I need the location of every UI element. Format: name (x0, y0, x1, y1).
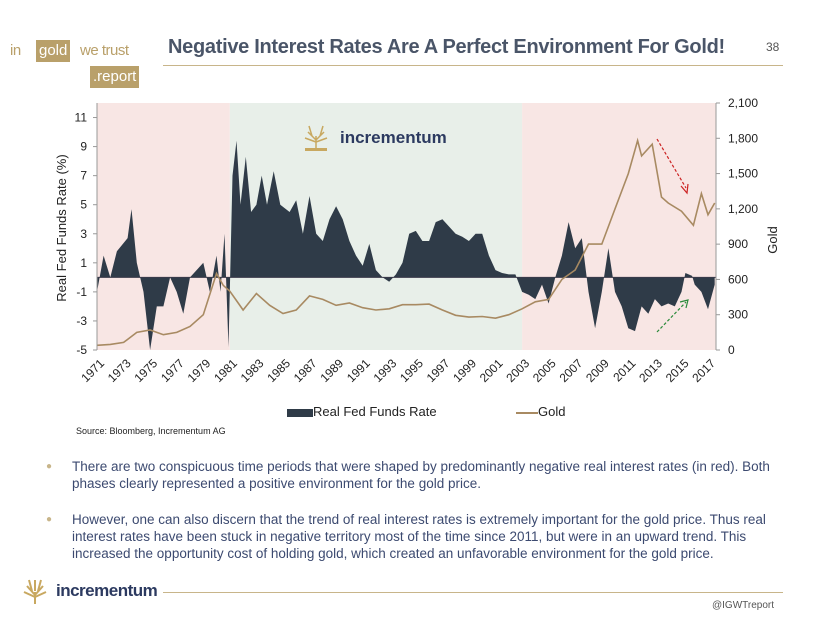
legend-rate-label: Real Fed Funds Rate (313, 404, 437, 419)
x-tick-label: 2013 (636, 356, 665, 385)
bullet-icon: ● (46, 514, 53, 525)
x-tick-label: 1989 (317, 356, 346, 385)
y-axis-label-left: Real Fed Funds Rate (%) (54, 154, 69, 301)
y-tick-label-left: 5 (80, 198, 87, 212)
x-tick-label: 1991 (344, 356, 373, 385)
x-tick-label: 2005 (530, 356, 559, 385)
x-tick-label: 1987 (291, 356, 320, 385)
y-tick-label-right: 900 (728, 237, 748, 251)
x-tick-label: 1995 (397, 356, 426, 385)
legend-gold-label: Gold (538, 404, 566, 419)
tree-icon (304, 125, 328, 151)
x-tick-label: 2015 (663, 356, 692, 385)
bullet-text: There are two conspicuous time periods t… (72, 459, 770, 491)
chart-source: Source: Bloomberg, Incrementum AG (76, 426, 226, 436)
footer-logo: incrementum (56, 581, 158, 600)
down-arrow (656, 138, 687, 189)
logo-we-trust: we trust (80, 42, 129, 59)
header-divider (163, 65, 783, 66)
y-tick-label-left: 1 (80, 256, 87, 270)
up-arrowhead (679, 299, 689, 309)
footer-divider (163, 592, 783, 593)
x-tick-label: 2001 (477, 356, 506, 385)
x-tick-label: 2017 (689, 356, 718, 385)
x-tick-label: 2007 (557, 356, 586, 385)
y-tick-label-left: 11 (75, 111, 88, 125)
x-tick-label: 2011 (610, 356, 638, 384)
gold-price-line (96, 137, 716, 347)
x-tick-label: 1977 (158, 356, 187, 385)
y-tick-label-right: 1,500 (728, 167, 758, 181)
x-tick-label: 1999 (450, 356, 479, 385)
y-tick-label-left: 9 (80, 140, 87, 154)
bullet-text: However, one can also discern that the t… (72, 512, 766, 561)
y-tick-label-left: 7 (80, 169, 87, 183)
x-tick-label: 1979 (185, 356, 214, 385)
x-tick-label: 1985 (264, 356, 293, 385)
y-tick-label-right: 600 (728, 272, 748, 286)
incrementum-tree-icon (23, 579, 47, 604)
twitter-handle[interactable]: @IGWTreport (712, 600, 775, 611)
y-tick-label-right: 1,800 (728, 131, 758, 145)
y-tick-label-left: -5 (76, 343, 87, 357)
trend-arrows (656, 138, 689, 333)
page-number: 38 (766, 40, 780, 54)
y-tick-label-left: -1 (76, 285, 87, 299)
legend-rate-swatch (287, 408, 313, 417)
legend-gold-swatch (516, 411, 538, 414)
legend-gold: Gold (516, 404, 565, 419)
y-tick-label-right: 1,200 (728, 202, 758, 216)
x-tick-label: 1993 (371, 356, 400, 385)
legend-rate: Real Fed Funds Rate (287, 404, 437, 419)
logo-in: in (10, 42, 21, 59)
x-tick-label: 1997 (424, 356, 453, 385)
y-tick-label-right: 300 (728, 308, 748, 322)
y-axis-label-right: Gold (765, 226, 780, 253)
watermark-text: incrementum (340, 128, 447, 147)
page-title: Negative Interest Rates Are A Perfect En… (168, 36, 725, 58)
x-tick-label: 1983 (238, 356, 267, 385)
y-tick-label-right: 0 (728, 343, 735, 357)
logo-gold: gold (36, 40, 71, 62)
shaded-period-2 (522, 103, 716, 350)
x-tick-label: 2009 (583, 356, 612, 385)
x-tick-label: 1971 (78, 356, 107, 385)
x-tick-label: 2003 (503, 356, 532, 385)
down-arrowhead (680, 183, 689, 195)
watermark: incrementum (304, 125, 447, 151)
x-tick-label: 1981 (211, 356, 240, 385)
bullet-icon: ● (46, 461, 53, 472)
y-tick-label-left: 3 (80, 227, 87, 241)
x-tick-label: 1973 (105, 356, 134, 385)
y-tick-label-right: 2,100 (728, 96, 758, 110)
up-arrow (656, 301, 687, 333)
x-tick-label: 1975 (131, 356, 160, 385)
y-tick-label-left: -3 (76, 314, 87, 328)
logo-report: .report (90, 66, 140, 88)
shaded-period-0 (97, 103, 230, 350)
